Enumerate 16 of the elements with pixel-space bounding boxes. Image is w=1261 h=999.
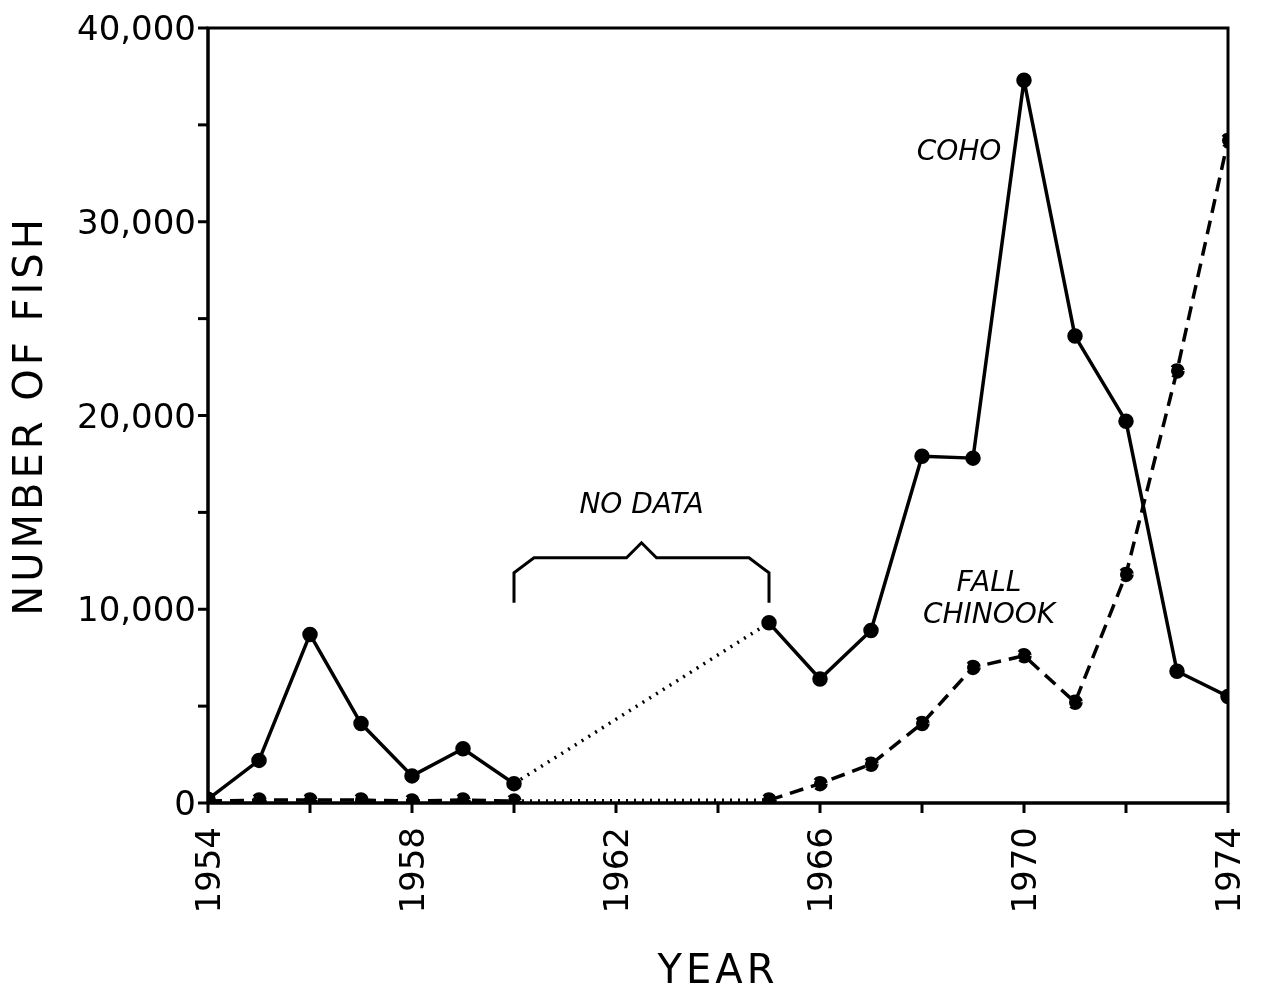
y-tick-label: 0 [174,783,196,824]
y-axis-title: NUMBER OF FISH [5,215,52,616]
x-tick-label: 1958 [392,827,432,914]
x-tick-label: 1970 [1004,827,1044,914]
x-tick-label: 1962 [596,827,636,914]
x-tick-label: 1974 [1208,827,1248,914]
series-label: FALL CHINOOK [922,564,1058,630]
y-tick-label: 10,000 [77,589,196,630]
x-tick-label: 1954 [188,827,228,914]
y-tick-label: 30,000 [77,201,196,242]
x-tick-label: 1966 [800,827,840,914]
annotation: NO DATA [579,486,704,520]
y-tick-label: 40,000 [77,8,196,49]
series-label: COHO [916,134,1002,168]
x-axis-title: YEAR [656,946,779,992]
y-tick-label: 20,000 [77,395,196,436]
